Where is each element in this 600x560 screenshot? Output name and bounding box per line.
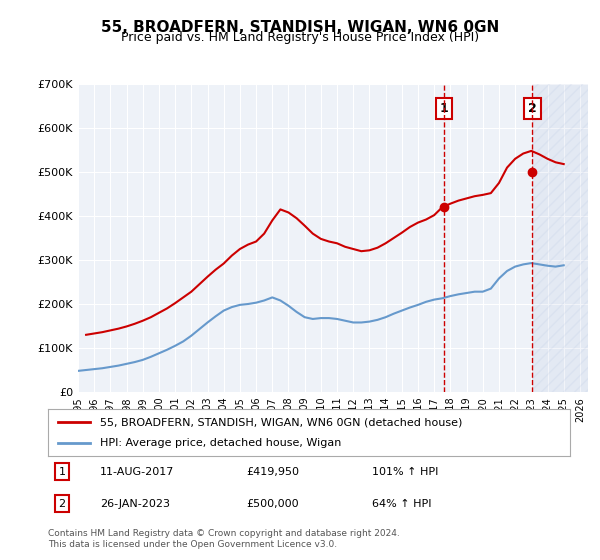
- Text: £419,950: £419,950: [247, 466, 299, 477]
- Text: 101% ↑ HPI: 101% ↑ HPI: [371, 466, 438, 477]
- Text: 55, BROADFERN, STANDISH, WIGAN, WN6 0GN: 55, BROADFERN, STANDISH, WIGAN, WN6 0GN: [101, 20, 499, 35]
- Text: 55, BROADFERN, STANDISH, WIGAN, WN6 0GN (detached house): 55, BROADFERN, STANDISH, WIGAN, WN6 0GN …: [100, 417, 463, 427]
- Text: 1: 1: [440, 102, 448, 115]
- Text: HPI: Average price, detached house, Wigan: HPI: Average price, detached house, Wiga…: [100, 438, 341, 448]
- Text: 2: 2: [528, 102, 537, 115]
- Text: 1: 1: [58, 466, 65, 477]
- Text: Price paid vs. HM Land Registry's House Price Index (HPI): Price paid vs. HM Land Registry's House …: [121, 31, 479, 44]
- Text: 11-AUG-2017: 11-AUG-2017: [100, 466, 175, 477]
- Text: 26-JAN-2023: 26-JAN-2023: [100, 498, 170, 508]
- Bar: [532, 84, 588, 392]
- Text: 64% ↑ HPI: 64% ↑ HPI: [371, 498, 431, 508]
- Bar: [532, 84, 588, 392]
- Text: 2: 2: [58, 498, 65, 508]
- Text: £500,000: £500,000: [247, 498, 299, 508]
- Text: Contains HM Land Registry data © Crown copyright and database right 2024.
This d: Contains HM Land Registry data © Crown c…: [48, 529, 400, 549]
